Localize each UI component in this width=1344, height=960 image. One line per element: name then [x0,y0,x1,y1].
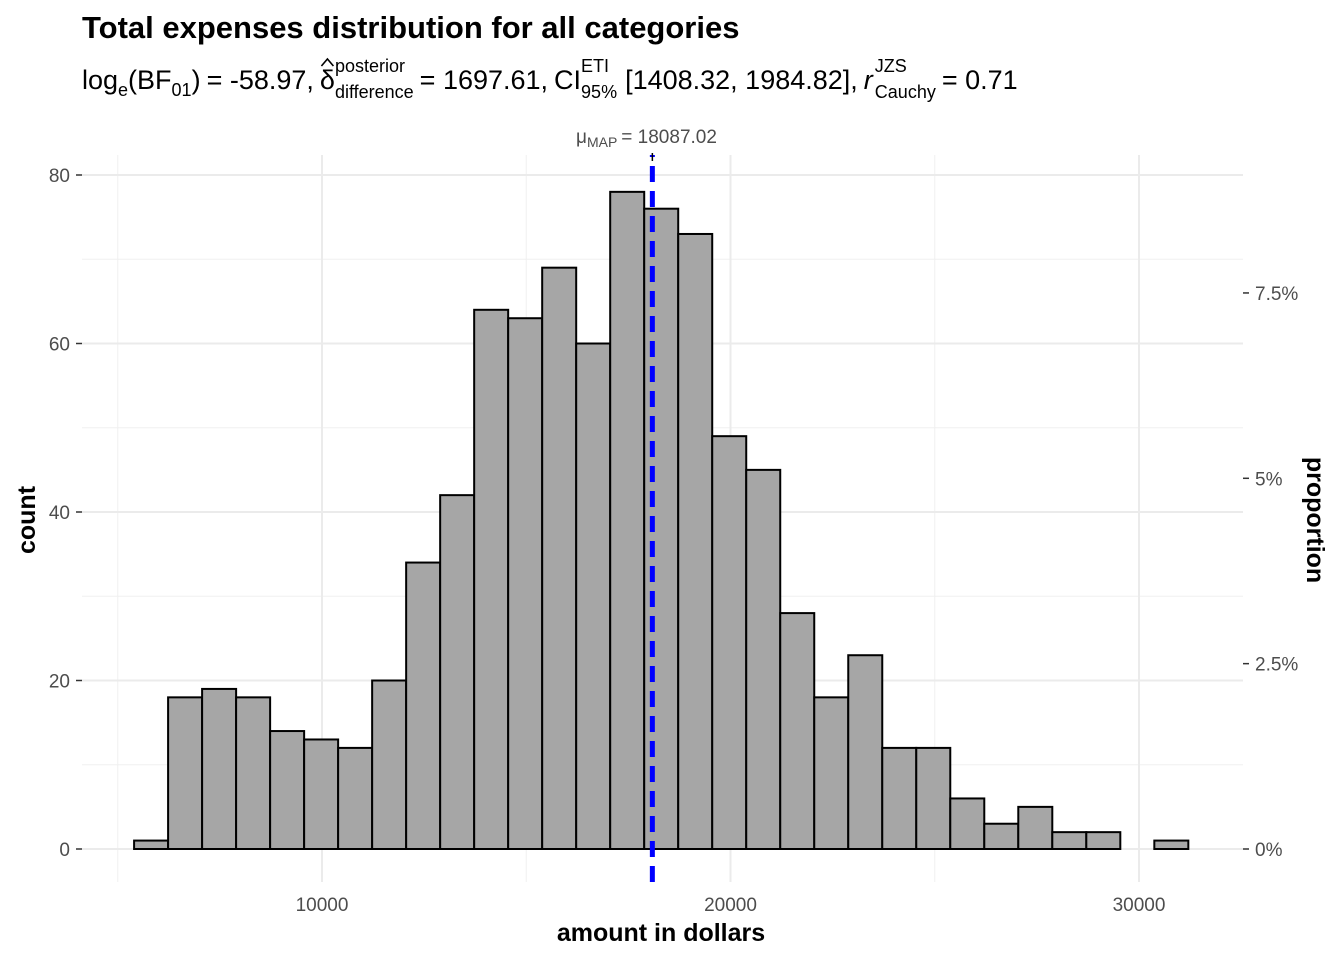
subtitle-r-sub: Cauchy [875,82,936,102]
subtitle-ci-value: [1408.32, 1984.82], [625,65,858,95]
y-tick-label: 60 [49,335,70,356]
histogram-bar [303,738,340,850]
subtitle-bf-label: (BF [128,65,172,95]
axis-ticks: 0 20 40 60 80 10000 20000 30000 0% 2.5% 5% 7.5% [49,166,1299,916]
subtitle-log-label: log [82,65,118,95]
histogram-bar [405,561,442,850]
histogram-bar [507,317,544,851]
subtitle-ci-sub: 95% [581,82,617,102]
y-tick-label: 0 [59,840,70,861]
histogram-bar [541,266,578,850]
y2-tick-label: 2.5% [1255,655,1298,676]
y-tick-label: 20 [49,672,70,693]
subtitle-r-sup: JZS [875,56,907,76]
histogram-bar [711,435,748,850]
subtitle-bf-value: = -58.97, [207,65,314,95]
subtitle-ci-sup: ETI [581,56,609,76]
histogram-bar [269,730,306,850]
subtitle-delta-symbol: δ [320,65,335,95]
histogram-bar [575,342,612,850]
y-tick-label: 40 [49,503,70,524]
histogram-bar [1017,805,1054,850]
x-tick-label: 30000 [1113,895,1166,916]
x-axis-label: amount in dollars [557,919,765,947]
subtitle-log-sub: e [118,80,128,100]
histogram-bar [677,232,714,851]
x-tick-label: 10000 [296,895,349,916]
histogram-bar [1153,839,1190,851]
x-tick-label: 20000 [704,895,757,916]
histogram-bar [201,687,238,850]
chart-subtitle: log e (BF 01 ) = -58.97, δ posterior dif… [82,56,1018,102]
histogram-bar [847,654,884,850]
histogram-bar [337,746,374,851]
histogram-bar [1051,831,1088,851]
y2-tick-label: 5% [1255,469,1283,490]
delta-hat-icon [320,57,335,67]
subtitle-delta-sup: posterior [335,56,405,76]
y-tick-label: 80 [49,166,70,187]
subtitle-delta-sub: difference [335,82,414,102]
histogram-bar [1085,831,1122,851]
y2-tick-label: 7.5% [1255,284,1298,305]
histogram-bar [371,679,408,850]
y2-axis-label: proportion [1301,457,1329,583]
histogram-bar [643,207,680,850]
histogram-bar [949,797,986,851]
subtitle-bf-close: ) [192,65,201,95]
subtitle-r-label: r [864,65,874,95]
histogram-bar [779,612,816,850]
subtitle-r-value: = 0.71 [942,65,1018,95]
histogram-bar [473,308,510,850]
histogram-bar [235,696,272,850]
histogram-bar [983,822,1020,850]
y2-tick-label: 0% [1255,840,1283,861]
histogram-bar [439,494,476,850]
histogram-bar [133,839,170,851]
subtitle-bf-sub: 01 [172,80,192,100]
histogram-bar [915,746,952,851]
histogram-bar [609,190,646,851]
histogram-bar [813,696,850,850]
y-axis-label: count [13,485,41,554]
histogram-bars [133,190,1190,851]
map-annotation: μMAP = 18087.02 [576,127,717,150]
histogram-bar [745,468,782,850]
histogram-bar [167,696,204,850]
histogram-bar [881,746,918,851]
subtitle-delta-value: = 1697.61, [420,65,548,95]
subtitle-ci-label: CI [554,65,581,95]
chart-title: Total expenses distribution for all cate… [82,10,739,45]
